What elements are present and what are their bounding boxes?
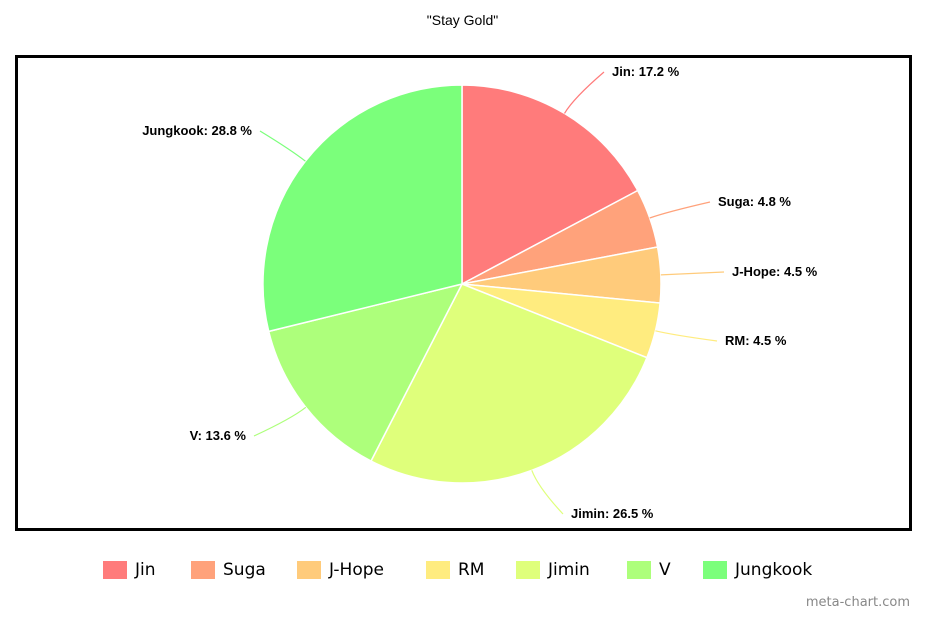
leader-line-v (253, 406, 307, 437)
legend-item-suga[interactable]: Suga (191, 557, 266, 583)
slices-layer (262, 84, 662, 484)
slice-label-rm: RM: 4.5 % (725, 333, 787, 348)
pie-slice-jungkook[interactable] (262, 84, 463, 333)
legend-swatch-j-hope (297, 561, 321, 579)
slice-label-jungkook: Jungkook: 28.8 % (142, 123, 252, 138)
leader-line-suga (649, 201, 711, 219)
legend-label-jin: Jin (135, 560, 156, 580)
legend-swatch-jungkook (703, 561, 727, 579)
leader-line-jimin (531, 470, 564, 515)
legend-item-j-hope[interactable]: J-Hope (297, 557, 384, 583)
slice-labels-layer: Jin: 17.2 % Suga: 4.8 % J-Hope: 4.5 % RM: 4… (142, 64, 817, 521)
legend-label-j-hope: J-Hope (329, 560, 384, 580)
chart-title: "Stay Gold" (426, 12, 499, 28)
legend-item-rm[interactable]: RM (426, 557, 484, 583)
leader-line-j-hope (660, 271, 725, 276)
pie-slice-v[interactable] (267, 282, 464, 462)
pie-slice-jin[interactable] (461, 84, 639, 286)
legend-label-v: V (659, 560, 671, 580)
pie-slice-jimin[interactable] (370, 283, 648, 484)
legend-swatch-jimin (516, 561, 540, 579)
leader-line-jungkook (259, 130, 306, 162)
legend-swatch-rm (426, 561, 450, 579)
legend-label-rm: RM (458, 560, 485, 580)
slice-label-jin: Jin: 17.2 % (612, 64, 680, 79)
plot-area (15, 55, 912, 531)
legend-swatch-v (627, 561, 651, 579)
legend-label-jungkook: Jungkook (735, 560, 813, 580)
slice-label-jimin: Jimin: 26.5 % (571, 506, 654, 521)
legend-label-jimin: Jimin (548, 560, 590, 580)
legend-item-jungkook[interactable]: Jungkook (703, 557, 812, 583)
slice-label-suga: Suga: 4.8 % (718, 194, 791, 209)
leader-line-rm (655, 330, 718, 342)
legend-swatch-suga (191, 561, 215, 579)
slice-label-v: V: 13.6 % (190, 428, 247, 443)
legend-item-v[interactable]: V (627, 557, 671, 583)
legend-label-suga: Suga (223, 560, 266, 580)
leader-lines-layer (253, 71, 725, 515)
legend-item-jimin[interactable]: Jimin (516, 557, 590, 583)
watermark-credit: meta-chart.com (805, 595, 910, 610)
legend-swatch-jin (103, 561, 127, 579)
leader-line-jin (563, 71, 605, 114)
legend: Jin Suga J-Hope RM Jimin V Jungkook (0, 557, 925, 583)
slice-label-j-hope: J-Hope: 4.5 % (732, 264, 818, 279)
legend-item-jin[interactable]: Jin (103, 557, 156, 583)
